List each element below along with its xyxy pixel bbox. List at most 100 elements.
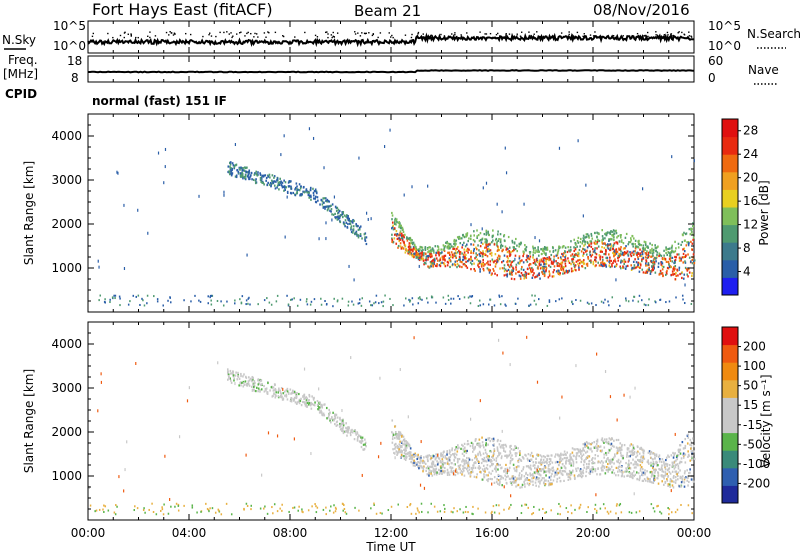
- scatter-cell: [595, 256, 598, 259]
- scatter-cell: [636, 245, 638, 248]
- scatter-cell: [267, 175, 270, 178]
- scatter-cell: [394, 436, 396, 440]
- scatter-cell: [417, 453, 419, 456]
- scatter-cell: [653, 510, 656, 513]
- scatter-cell: [284, 235, 286, 239]
- scatter-cell: [391, 437, 394, 441]
- scatter-cell: [397, 435, 400, 438]
- scatter-cell: [585, 253, 588, 256]
- scatter-cell: [429, 252, 431, 255]
- scatter-cell: [604, 460, 607, 463]
- scatter-cell: [599, 461, 602, 464]
- scatter-cell: [619, 448, 621, 452]
- scatter-cell: [521, 259, 523, 262]
- scatter-cell: [283, 179, 285, 182]
- scatter-cell: [458, 237, 460, 240]
- scatter-cell: [413, 454, 416, 457]
- scatter-cell: [478, 253, 481, 256]
- scatter-cell: [432, 467, 435, 471]
- scatter-cell: [527, 465, 530, 468]
- scatter-cell: [448, 449, 451, 452]
- scatter-cell: [603, 261, 606, 265]
- scatter-cell: [639, 254, 642, 257]
- scatter-cell: [688, 242, 690, 245]
- scatter-cell: [396, 452, 399, 455]
- scatter-cell: [576, 448, 578, 451]
- nsearch-dot: [316, 36, 319, 38]
- scatter-cell: [478, 442, 481, 445]
- scatter-cell: [523, 277, 526, 280]
- scatter-cell: [440, 461, 443, 464]
- scatter-cell: [601, 260, 604, 263]
- scatter-cell: [601, 246, 603, 249]
- scatter-cell: [433, 262, 435, 266]
- scatter-cell: [612, 251, 614, 255]
- scatter-cell: [409, 300, 411, 303]
- scatter-cell: [357, 228, 360, 231]
- scatter-cell: [541, 455, 543, 458]
- scatter-cell: [653, 261, 656, 264]
- scatter-cell: [247, 302, 249, 305]
- scatter-cell: [650, 464, 652, 467]
- scatter-cell: [446, 264, 449, 267]
- scatter-cell: [601, 469, 604, 472]
- scatter-cell: [463, 248, 466, 251]
- scatter-cell: [668, 483, 671, 486]
- scatter-cell: [322, 206, 325, 209]
- scatter-cell: [623, 251, 626, 254]
- scatter-cell: [601, 256, 604, 259]
- nsearch-dot: [336, 32, 339, 34]
- scatter-cell: [417, 258, 420, 261]
- nsearch-dot: [123, 36, 125, 39]
- scatter-cell: [585, 183, 587, 187]
- scatter-cell: [260, 180, 262, 183]
- scatter-cell: [684, 260, 686, 263]
- scatter-cell: [231, 372, 233, 375]
- scatter-cell: [396, 220, 398, 224]
- scatter-cell: [526, 256, 528, 259]
- scatter-cell: [402, 235, 404, 238]
- scatter-cell: [644, 469, 646, 472]
- scatter-cell: [220, 300, 222, 303]
- scatter-cell: [606, 259, 609, 262]
- scatter-cell: [274, 187, 277, 190]
- scatter-cell: [605, 232, 607, 235]
- scatter-cell: [401, 228, 404, 231]
- scatter-cell: [325, 513, 327, 516]
- scatter-cell: [300, 397, 302, 400]
- scatter-cell: [451, 449, 453, 452]
- nsearch-dot: [354, 31, 356, 33]
- scatter-cell: [609, 256, 611, 259]
- scatter-cell: [542, 249, 544, 252]
- scatter-cell: [634, 239, 637, 242]
- scatter-cell: [431, 255, 433, 258]
- scatter-cell: [482, 459, 485, 463]
- scatter-cell: [392, 433, 395, 436]
- scatter-cell: [462, 465, 464, 468]
- scatter-cell: [457, 264, 460, 267]
- scatter-cell: [684, 444, 687, 448]
- scatter-cell: [459, 258, 461, 261]
- scatter-cell: [244, 178, 247, 181]
- scatter-cell: [597, 467, 599, 470]
- scatter-cell: [561, 297, 563, 300]
- scatter-cell: [683, 472, 686, 475]
- scatter-cell: [481, 478, 484, 481]
- scatter-cell: [673, 475, 675, 478]
- scatter-cell: [442, 463, 444, 466]
- scatter-cell: [392, 224, 394, 227]
- scatter-cell: [486, 243, 489, 246]
- scatter-cell: [662, 257, 665, 261]
- scatter-cell: [534, 481, 537, 484]
- scatter-cell: [329, 209, 331, 212]
- scatter-cell: [294, 194, 297, 197]
- scatter-cell: [599, 473, 602, 476]
- scatter-cell: [592, 263, 595, 266]
- scatter-cell: [560, 466, 563, 469]
- scatter-cell: [495, 467, 497, 470]
- scatter-cell: [308, 127, 311, 131]
- scatter-cell: [412, 246, 415, 249]
- scatter-cell: [411, 241, 414, 245]
- scatter-cell: [569, 458, 572, 461]
